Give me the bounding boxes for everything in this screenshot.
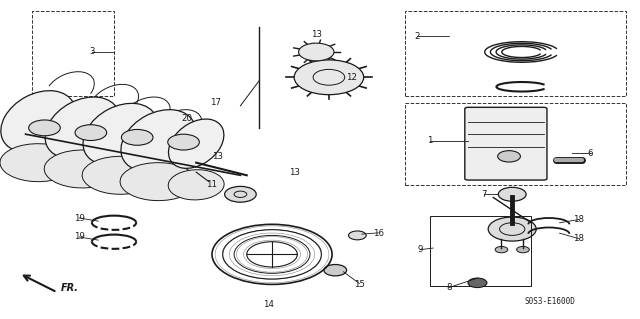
Ellipse shape bbox=[1, 91, 76, 152]
Text: 16: 16 bbox=[372, 229, 384, 238]
Circle shape bbox=[168, 134, 199, 150]
Text: 13: 13 bbox=[311, 30, 322, 39]
Circle shape bbox=[498, 151, 520, 162]
Ellipse shape bbox=[168, 119, 224, 168]
Circle shape bbox=[495, 247, 508, 253]
Circle shape bbox=[468, 278, 487, 287]
Text: 20: 20 bbox=[181, 114, 192, 123]
Text: 17: 17 bbox=[210, 98, 221, 107]
Circle shape bbox=[349, 231, 366, 240]
FancyBboxPatch shape bbox=[465, 107, 547, 180]
Ellipse shape bbox=[0, 144, 76, 182]
Circle shape bbox=[488, 217, 536, 241]
Bar bbox=[430, 216, 531, 286]
Text: 1: 1 bbox=[428, 136, 433, 145]
Ellipse shape bbox=[168, 170, 224, 200]
Text: 18: 18 bbox=[573, 234, 584, 243]
Circle shape bbox=[294, 60, 364, 95]
Circle shape bbox=[122, 130, 153, 145]
Circle shape bbox=[324, 264, 347, 276]
Ellipse shape bbox=[82, 156, 159, 194]
Text: 2: 2 bbox=[415, 32, 420, 41]
Ellipse shape bbox=[121, 110, 196, 171]
Text: S0S3-E1600D: S0S3-E1600D bbox=[525, 297, 575, 306]
Text: 14: 14 bbox=[264, 300, 275, 309]
Text: 13: 13 bbox=[289, 168, 300, 177]
Text: FR.: FR. bbox=[60, 283, 78, 293]
Circle shape bbox=[499, 187, 526, 201]
Circle shape bbox=[299, 43, 334, 61]
Text: 9: 9 bbox=[418, 245, 423, 254]
Circle shape bbox=[516, 247, 529, 253]
Text: 19: 19 bbox=[74, 213, 84, 222]
Ellipse shape bbox=[83, 103, 157, 165]
Text: 11: 11 bbox=[207, 180, 218, 189]
Text: 6: 6 bbox=[588, 149, 593, 158]
Text: 13: 13 bbox=[212, 152, 223, 161]
Ellipse shape bbox=[120, 163, 196, 201]
Text: 8: 8 bbox=[446, 283, 452, 292]
Text: 18: 18 bbox=[573, 215, 584, 224]
Ellipse shape bbox=[45, 97, 120, 159]
Text: 15: 15 bbox=[354, 280, 365, 289]
Text: 7: 7 bbox=[481, 190, 486, 199]
Text: 19: 19 bbox=[74, 233, 84, 241]
Text: 3: 3 bbox=[89, 48, 95, 56]
Text: 12: 12 bbox=[346, 73, 356, 82]
Ellipse shape bbox=[44, 150, 121, 188]
Circle shape bbox=[75, 125, 107, 141]
Circle shape bbox=[29, 120, 60, 136]
Circle shape bbox=[225, 186, 256, 202]
